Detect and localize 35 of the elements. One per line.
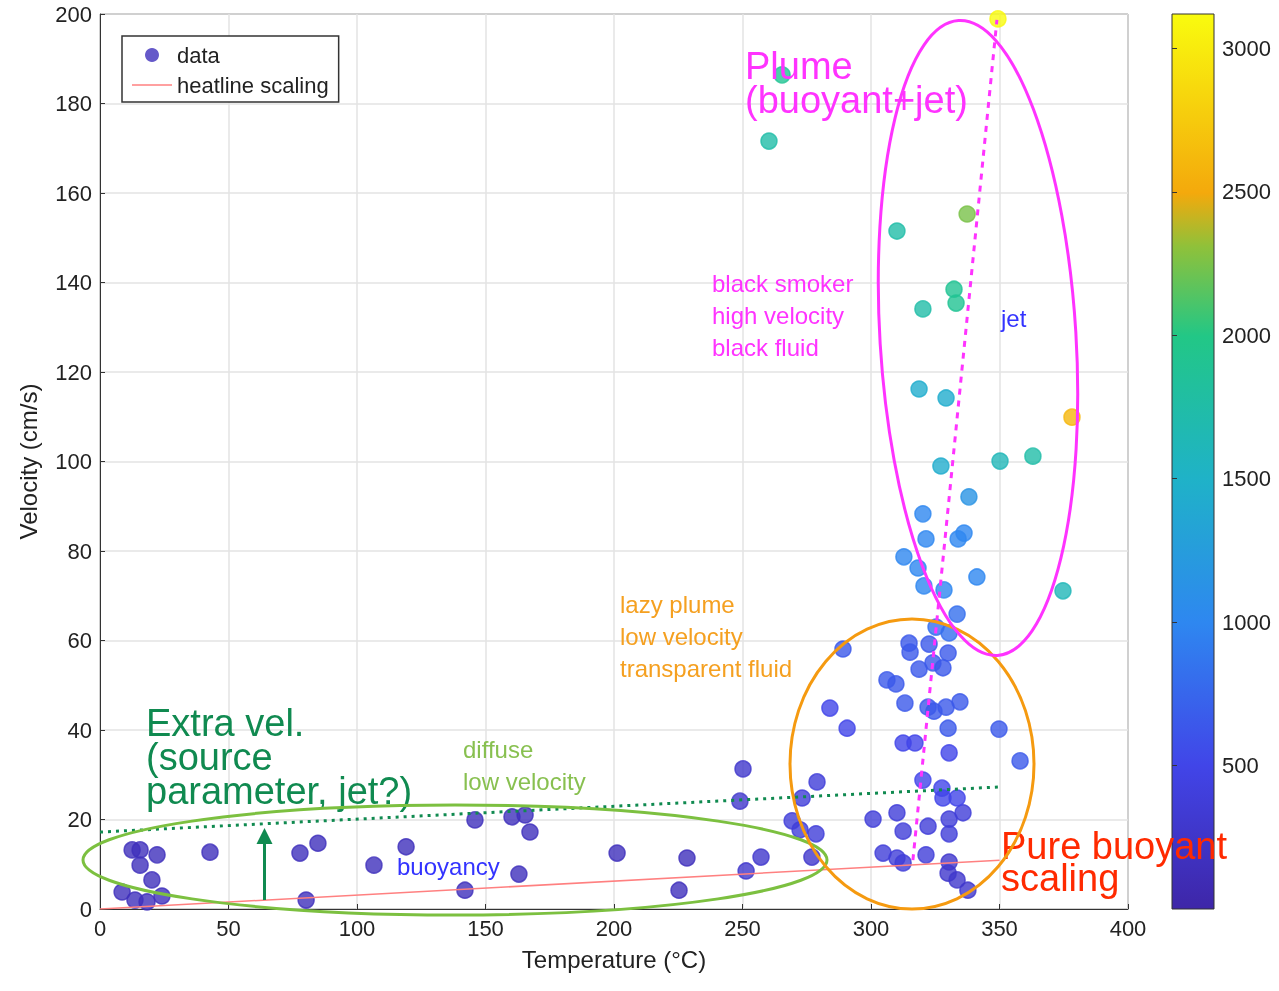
color-bar-label: 2000 bbox=[1222, 322, 1271, 348]
annotation: Extra vel. (source parameter, jet?) bbox=[146, 702, 413, 812]
y-tick-label: 20 bbox=[67, 807, 92, 832]
x-tick-label: 300 bbox=[852, 915, 890, 941]
annotation: black smoker high velocity black fluid bbox=[712, 269, 854, 361]
y-tick-label: 140 bbox=[55, 270, 92, 295]
y-tick-label: 0 bbox=[79, 896, 92, 922]
y-tick-label: 100 bbox=[55, 449, 92, 474]
y-tick-label: 120 bbox=[55, 359, 92, 385]
annotation: buoyancy bbox=[397, 852, 500, 880]
annotation: diffuse low velocity bbox=[463, 735, 586, 795]
color-bar-label: 1500 bbox=[1222, 466, 1271, 492]
x-tick-label: 250 bbox=[724, 915, 761, 941]
y-tick-label: 80 bbox=[67, 538, 92, 564]
annotation: jet bbox=[1000, 304, 1027, 332]
color-bar-label: 1000 bbox=[1222, 609, 1271, 635]
x-tick-label: 350 bbox=[981, 915, 1018, 941]
color-bar-label: 2500 bbox=[1222, 179, 1271, 205]
color-bar-label: 3000 bbox=[1222, 35, 1271, 61]
x-tick-label: 50 bbox=[216, 915, 241, 941]
legend-label: data bbox=[177, 42, 221, 68]
x-tick-label: 150 bbox=[467, 915, 504, 941]
legend-label: heatline scaling bbox=[177, 72, 329, 98]
color-bar-label: 500 bbox=[1222, 753, 1259, 779]
y-tick-label: 60 bbox=[67, 628, 92, 653]
y-tick-label: 200 bbox=[55, 1, 92, 27]
x-tick-label: 400 bbox=[1109, 915, 1147, 941]
annotation: lazy plume low velocity transparent fluid bbox=[620, 590, 793, 682]
y-tick-label: 160 bbox=[55, 180, 92, 206]
y-tick-label: 40 bbox=[67, 717, 92, 743]
y-axis-title: Velocity (cm/s) bbox=[14, 383, 42, 540]
y-tick-label: 180 bbox=[55, 91, 92, 116]
x-tick-label: 100 bbox=[338, 915, 376, 941]
x-axis-title: Temperature (°C) bbox=[521, 945, 707, 973]
x-tick-label: 200 bbox=[595, 915, 633, 941]
